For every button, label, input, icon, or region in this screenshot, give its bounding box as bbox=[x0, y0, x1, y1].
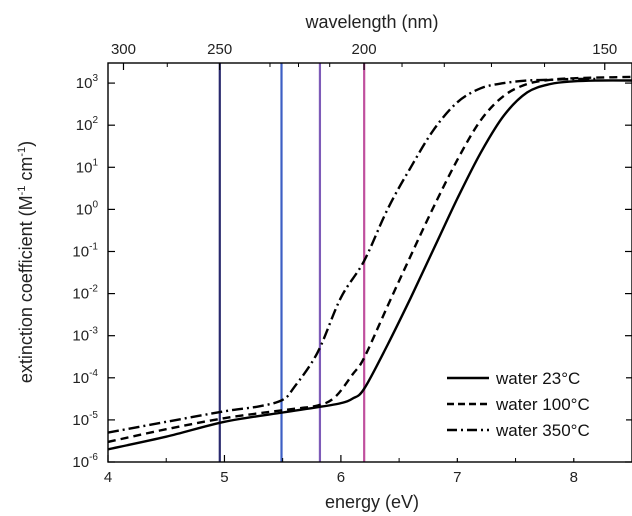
top-tick-label: 150 bbox=[592, 41, 617, 58]
y-tick-label: 10-2 bbox=[72, 284, 98, 303]
y-tick-label: 103 bbox=[76, 73, 99, 92]
y-axis-title-end: ) bbox=[16, 141, 36, 147]
y-axis-title-sup1: -1 bbox=[16, 186, 28, 196]
y-axis-title: extinction coefficient (M-1 cm-1) bbox=[16, 141, 36, 383]
series-line bbox=[108, 77, 598, 434]
x-tick-label: 5 bbox=[220, 469, 228, 486]
y-tick-label: 100 bbox=[76, 199, 99, 218]
y-axis-title-main: extinction coefficient (M bbox=[16, 195, 36, 383]
x-tick-label: 6 bbox=[337, 469, 345, 486]
legend: water 23°C water 100°C water 350°C bbox=[440, 360, 626, 458]
x-tick-label: 4 bbox=[104, 469, 112, 486]
legend-label: water 350°C bbox=[495, 421, 590, 440]
y-tick-label: 101 bbox=[76, 157, 99, 176]
y-axis-title-mid: cm bbox=[16, 157, 36, 186]
series-lines bbox=[108, 75, 632, 451]
x-axis-title: energy (eV) bbox=[325, 492, 419, 512]
top-tick-label: 250 bbox=[207, 41, 232, 58]
y-tick-label: 10-4 bbox=[72, 368, 98, 387]
legend-label: water 100°C bbox=[495, 395, 590, 414]
y-tick-label: 10-3 bbox=[72, 326, 98, 345]
x-tick-label: 7 bbox=[453, 469, 461, 486]
y-tick-label: 10-5 bbox=[72, 410, 98, 429]
y-tick-label: 10-6 bbox=[72, 452, 98, 471]
plot-frame bbox=[107, 62, 632, 463]
legend-background bbox=[440, 360, 626, 458]
legend-label: water 23°C bbox=[495, 369, 580, 388]
series-line bbox=[108, 75, 632, 444]
y-axis-ticks: 10-6 10-5 10-4 10-3 10-2 10-1 100 101 102 103 bbox=[72, 73, 632, 471]
top-tick-label: 200 bbox=[352, 41, 377, 58]
top-tick-label: 300 bbox=[111, 41, 136, 58]
series-line bbox=[108, 79, 632, 451]
y-axis-title-sup2: -1 bbox=[16, 147, 28, 157]
x-tick-label: 8 bbox=[570, 469, 578, 486]
y-tick-label: 102 bbox=[76, 115, 99, 134]
x-axis-ticks: 4 5 6 7 8 bbox=[104, 455, 578, 486]
top-axis-title: wavelength (nm) bbox=[304, 12, 438, 32]
y-tick-label: 10-1 bbox=[72, 241, 98, 260]
top-axis-ticks: 300 250 200 150 bbox=[111, 41, 617, 70]
